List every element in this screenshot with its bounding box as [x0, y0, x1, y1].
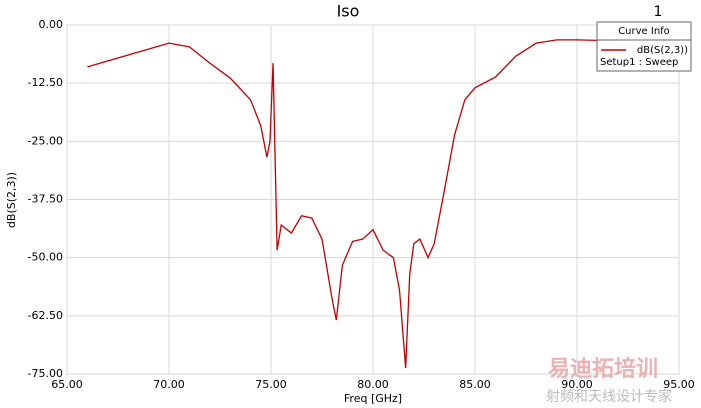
x-tick-label: 85.00 — [459, 378, 491, 391]
x-tick-label: 80.00 — [357, 378, 389, 391]
y-tick-label: -75.00 — [28, 367, 63, 380]
legend-label: dB(S(2,3)) — [637, 45, 688, 56]
y-axis-label: dB(S(2,3)) — [5, 172, 18, 228]
y-tick-label: -37.50 — [28, 193, 63, 206]
y-tick-label: 0.00 — [39, 18, 64, 31]
x-tick-label: 65.00 — [51, 378, 83, 391]
x-axis-label: Freq [GHz] — [344, 392, 402, 405]
x-tick-label: 95.00 — [663, 378, 695, 391]
y-tick-label: -12.50 — [28, 76, 63, 89]
chart-title: Iso — [337, 2, 360, 21]
x-tick-label: 90.00 — [561, 378, 593, 391]
y-tick-label: -25.00 — [28, 134, 63, 147]
legend-box — [596, 21, 692, 72]
watermark: 易迪拓培训 — [548, 356, 658, 382]
watermark: 射频和天线设计专家 — [546, 388, 672, 405]
x-tick-label: 70.00 — [153, 378, 185, 391]
legend-subtitle: Setup1 : Sweep — [600, 57, 678, 68]
y-tick-label: -62.50 — [28, 309, 63, 322]
legend-title: Curve Info — [618, 26, 670, 37]
plot-label: 1 — [654, 4, 663, 20]
series-line — [87, 39, 618, 369]
y-tick-label: -50.00 — [28, 251, 63, 264]
x-tick-label: 75.00 — [255, 378, 287, 391]
